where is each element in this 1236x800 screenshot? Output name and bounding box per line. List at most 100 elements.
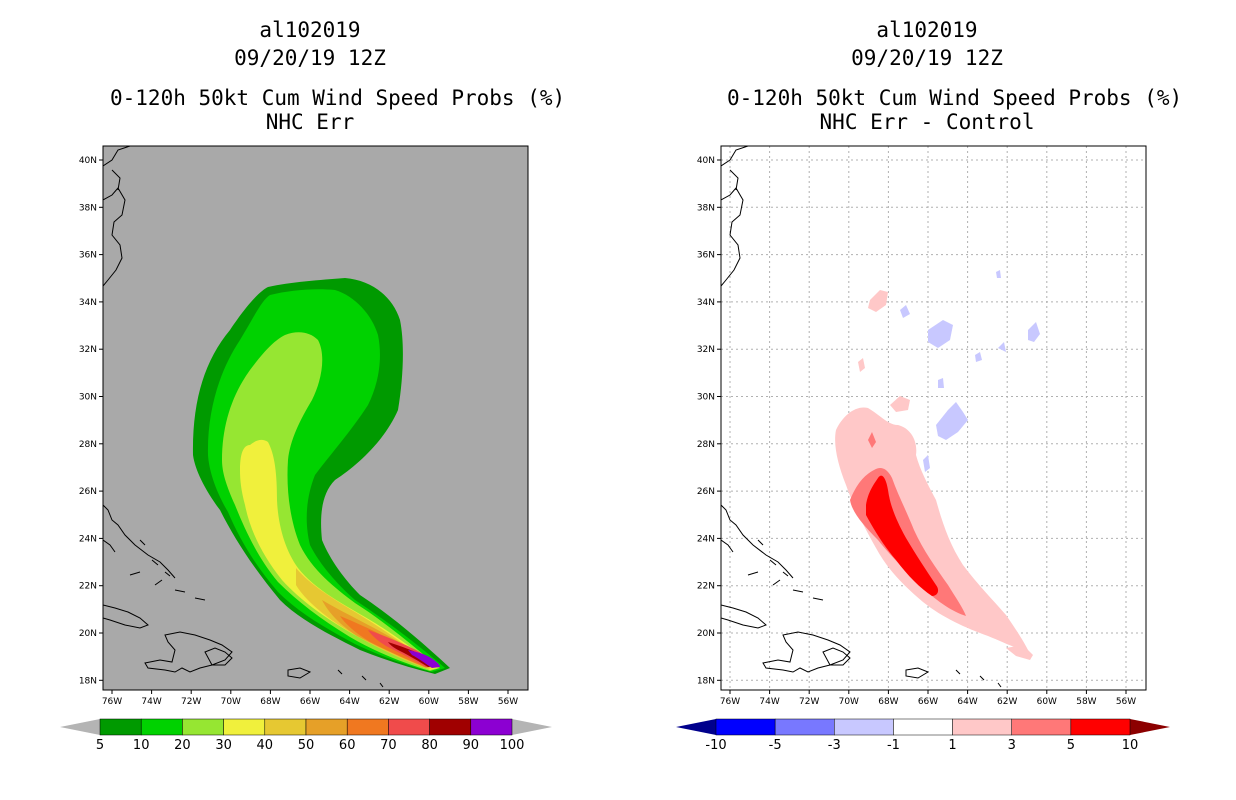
lat-label: 22N [79,582,97,592]
lat-label: 38N [697,203,715,213]
colorbar-label: 20 [174,738,191,753]
right-product-title: 0-120h 50kt Cum Wind Speed Probs (%) [727,86,1183,110]
lat-label: 20N [697,629,715,639]
colorbar-swatch [140,718,183,736]
colorbar-swatch [305,718,348,736]
colorbar-label: 1 [948,738,956,753]
lon-label: 60W [419,697,439,707]
colorbar-swatch [429,718,472,736]
lon-label: 72W [799,697,819,707]
left-coastlines [103,146,384,688]
right-axis-ticks [717,159,1127,694]
lon-label: 74W [141,697,161,707]
colorbar-swatch [346,718,389,736]
lon-label: 74W [759,697,779,707]
colorbar-label: 10 [1122,738,1139,753]
left-storm-id: al102019 [259,18,361,42]
left-subtitle: NHC Err [265,110,355,134]
colorbar-label: 10 [133,738,150,753]
lat-label: 28N [697,440,715,450]
colorbar-label: 5 [1067,738,1075,753]
colorbar-label: 3 [1008,738,1016,753]
left-axis-ticks [99,159,509,694]
colorbar-swatch [1070,718,1131,736]
right-lon-labels: 76W 74W 72W 70W 68W 66W 64W 62W 60W 58W 56W [720,697,1136,707]
colorbar-label: 5 [96,738,104,753]
colorbar-under-arrow [676,719,716,735]
lat-label: 30N [697,393,715,403]
colorbar-label: 30 [215,738,232,753]
right-map-panel: 40N 38N 36N 34N 32N 30N 28N 26N 24N 22N 20N 18N 76W… [697,145,1147,707]
colorbar-swatch [1011,718,1072,736]
lat-label: 40N [79,156,97,166]
colorbar-over-arrow [1130,719,1170,735]
lat-label: 30N [79,393,97,403]
left-map-panel: 40N 38N 36N 34N 32N 30N 28N 26N 24N 22N 20N 18N 76W… [79,145,529,707]
right-colorbar: -10 -5 -3 -1 1 3 5 10 [676,718,1170,753]
colorbar-label: -3 [828,738,841,753]
lat-label: 32N [697,345,715,355]
diff-contour-3b [868,432,876,448]
lat-label: 38N [79,203,97,213]
diff-contour-1b [1006,645,1033,660]
lat-label: 36N [79,251,97,261]
colorbar-swatch [223,718,266,736]
right-subtitle: NHC Err - Control [819,110,1035,134]
right-datetime: 09/20/19 12Z [851,46,1003,70]
colorbar-label: 70 [380,738,397,753]
right-difference-field [835,270,1040,660]
prob-contour-20 [222,332,440,671]
lon-label: 76W [102,697,122,707]
colorbar-swatch [470,718,513,736]
lat-label: 34N [697,298,715,308]
lat-label: 24N [79,534,97,544]
right-storm-id: al102019 [876,18,978,42]
lat-label: 36N [697,251,715,261]
lon-label: 70W [221,697,241,707]
diff-contour-1 [835,407,1028,650]
lat-label: 26N [79,487,97,497]
colorbar-label: 40 [257,738,274,753]
left-probability-field [192,278,450,674]
lon-label: 56W [1116,697,1136,707]
colorbar-swatch [99,718,142,736]
left-lat-labels: 40N 38N 36N 34N 32N 30N 28N 26N 24N 22N 20N 18N [79,156,97,686]
diff-contour-1c [868,290,888,312]
lat-label: 40N [697,156,715,166]
lon-label: 60W [1037,697,1057,707]
lon-label: 64W [339,697,359,707]
lon-label: 62W [997,697,1017,707]
colorbar-swatch [715,718,776,736]
lon-label: 66W [300,697,320,707]
colorbar-label: -1 [887,738,900,753]
left-product-title: 0-120h 50kt Cum Wind Speed Probs (%) [110,86,566,110]
lat-label: 34N [79,298,97,308]
right-lat-labels: 40N 38N 36N 34N 32N 30N 28N 26N 24N 22N 20N 18N [697,156,715,686]
lon-label: 68W [878,697,898,707]
lon-label: 76W [720,697,740,707]
lon-label: 56W [498,697,518,707]
lon-label: 66W [918,697,938,707]
colorbar-swatch [834,718,894,736]
right-title-block: al102019 09/20/19 12Z 0-120h 50kt Cum Wi… [727,18,1183,134]
left-datetime: 09/20/19 12Z [234,46,386,70]
left-colorbar: 5 10 20 30 40 50 60 70 80 90 100 [60,718,552,753]
colorbar-label: -10 [705,738,726,753]
lat-label: 18N [79,676,97,686]
colorbar-over-arrow [512,719,552,735]
colorbar-label: 100 [500,738,525,753]
lon-label: 68W [260,697,280,707]
colorbar-label: 80 [421,738,438,753]
left-lon-labels: 76W 74W 72W 70W 68W 66W 64W 62W 60W 58W 56W [102,697,518,707]
diff-contour-1d [858,358,865,372]
colorbar-swatch [952,718,1012,736]
colorbar-label: 60 [339,738,356,753]
lat-label: 26N [697,487,715,497]
lat-label: 20N [79,629,97,639]
prob-contour-90 [408,650,440,668]
colorbar-swatch [774,718,835,736]
lat-label: 18N [697,676,715,686]
colorbar-label: 50 [298,738,315,753]
lon-label: 70W [839,697,859,707]
colorbar-swatch [182,718,224,736]
